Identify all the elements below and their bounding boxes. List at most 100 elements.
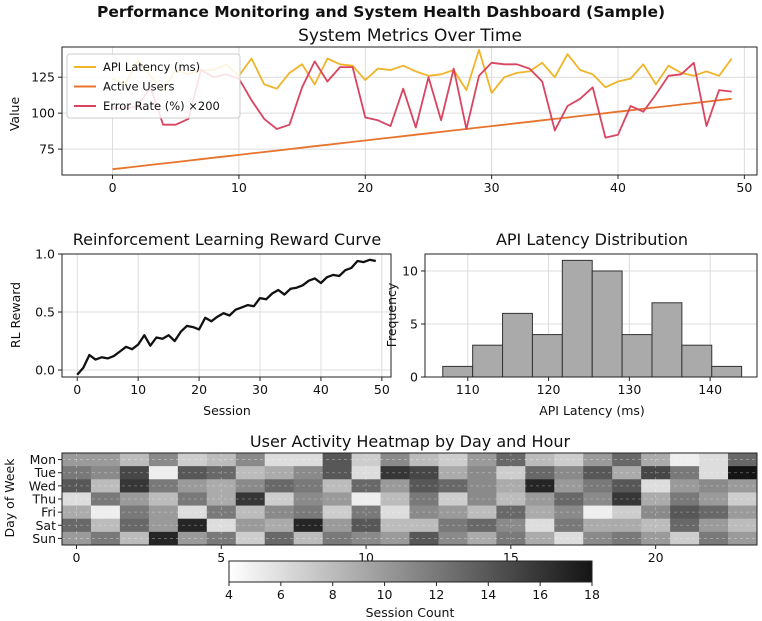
heatmap-cell: [728, 531, 758, 546]
system-metrics-legend: API Latency (ms) Active Users Error Rate (…: [66, 53, 241, 119]
heatmap-cell: [62, 492, 92, 506]
heatmap-cell: [525, 518, 555, 533]
histogram-ytick-label: 0: [410, 370, 418, 385]
heatmap-cell: [583, 466, 613, 480]
heatmap-cell: [90, 453, 121, 467]
heatmap-cell: [699, 466, 729, 480]
heatmap-cell: [264, 453, 295, 467]
heatmap-cell: [554, 505, 584, 520]
heatmap-cell: [525, 479, 555, 493]
heatmap-cell: [380, 492, 410, 506]
histogram-bar: [681, 344, 713, 378]
heatmap-row-label: Tue: [34, 465, 57, 480]
heatmap-cell: [554, 479, 584, 493]
heatmap-cell: [380, 505, 410, 520]
heatmap-cell: [380, 531, 410, 546]
heatmap-cell: [380, 479, 410, 493]
histogram-xtick-label: 120: [537, 382, 561, 397]
heatmap-cell: [235, 518, 266, 533]
heatmap-cell: [62, 466, 92, 480]
rl-reward-chart: Reinforcement Learning Reward Curve Sess…: [8, 230, 392, 418]
heatmap-cell: [264, 479, 295, 493]
heatmap-cell: [322, 492, 352, 506]
heatmap-cell: [206, 505, 237, 520]
heatmap-cell: [525, 466, 555, 480]
heatmap-cell: [728, 479, 758, 493]
heatmap-cell: [409, 492, 439, 506]
heatmap-cell: [641, 466, 671, 480]
colorbar-bar: [228, 560, 593, 583]
heatmap-cell: [467, 492, 497, 506]
heatmap-cell: [177, 531, 208, 546]
heatmap-cell: [670, 518, 700, 533]
heatmap-cell: [496, 531, 526, 546]
heatmap-cell: [554, 466, 584, 480]
heatmap-cell: [293, 518, 324, 533]
heatmap-cell: [438, 466, 468, 480]
heatmap-cell: [583, 453, 613, 467]
latency-histogram-chart: API Latency Distribution API Latency (ms…: [384, 230, 758, 418]
heatmap-cell: [293, 453, 324, 467]
heatmap-cell: [62, 531, 92, 546]
heatmap-cell: [699, 479, 729, 493]
rl-reward-xtick-label: 0: [73, 382, 81, 397]
heatmap-cell: [554, 531, 584, 546]
heatmap-cell: [467, 479, 497, 493]
heatmap-cell: [670, 531, 700, 546]
system-metrics-ytick-label: 75: [39, 142, 55, 157]
histogram-ytick-label: 10: [402, 263, 418, 278]
figure-suptitle: Performance Monitoring and System Health…: [97, 3, 665, 21]
heatmap-cell: [728, 518, 758, 533]
colorbar-tick-label: 8: [329, 587, 337, 602]
heatmap-cell: [322, 518, 352, 533]
heatmap-cell: [351, 531, 381, 546]
heatmap-cell: [119, 479, 150, 493]
histogram-bar: [442, 365, 474, 378]
heatmap-cell: [670, 492, 700, 506]
system-metrics-chart: System Metrics Over Time Value 0 10 20 30 40…: [7, 26, 758, 195]
heatmap-cell: [351, 453, 381, 467]
heatmap-cell: [612, 479, 642, 493]
histogram-bar: [621, 334, 653, 378]
heatmap-cell: [235, 531, 266, 546]
heatmap-cell: [641, 505, 671, 520]
system-metrics-plot-frame: [61, 46, 758, 176]
heatmap-cell: [728, 492, 758, 506]
rl-reward-xtick-label: 10: [130, 382, 146, 397]
heatmap-cell: [206, 453, 237, 467]
heatmap-cell: [438, 518, 468, 533]
histogram-bar: [531, 334, 563, 378]
heatmap-cell: [699, 505, 729, 520]
heatmap-cell: [62, 479, 92, 493]
colorbar-tick-label: 10: [377, 587, 393, 602]
heatmap-cell: [90, 466, 121, 480]
heatmap-cell: [670, 479, 700, 493]
heatmap-cell: [438, 531, 468, 546]
heatmap-cell: [148, 453, 179, 467]
heatmap-cell: [438, 505, 468, 520]
heatmap-cell: [612, 453, 642, 467]
heatmap-cell: [554, 453, 584, 467]
heatmap-cell: [148, 518, 179, 533]
legend-entry-1: API Latency (ms): [103, 60, 200, 74]
heatmap-cell: [119, 453, 150, 467]
system-metrics-ytick-label: 100: [31, 106, 55, 121]
latency-histogram-ylabel: Frequency: [384, 282, 399, 347]
colorbar-label: Session Count: [366, 605, 455, 620]
histogram-xtick-label: 130: [617, 382, 641, 397]
heatmap-cell: [380, 518, 410, 533]
histogram-bar: [561, 259, 593, 378]
system-metrics-xtick-label: 50: [736, 180, 752, 195]
histogram-bar: [591, 270, 623, 378]
heatmap-cell: [177, 479, 208, 493]
heatmap-cell: [90, 518, 121, 533]
colorbar-tick-label: 6: [277, 587, 285, 602]
heatmap-cell: [235, 466, 266, 480]
heatmap-cell: [206, 492, 237, 506]
heatmap-cell: [467, 518, 497, 533]
heatmap-cell: [438, 492, 468, 506]
histogram-bar: [472, 344, 504, 378]
heatmap-cell: [177, 466, 208, 480]
system-metrics-xtick-label: 40: [610, 180, 626, 195]
heatmap-cell: [206, 479, 237, 493]
